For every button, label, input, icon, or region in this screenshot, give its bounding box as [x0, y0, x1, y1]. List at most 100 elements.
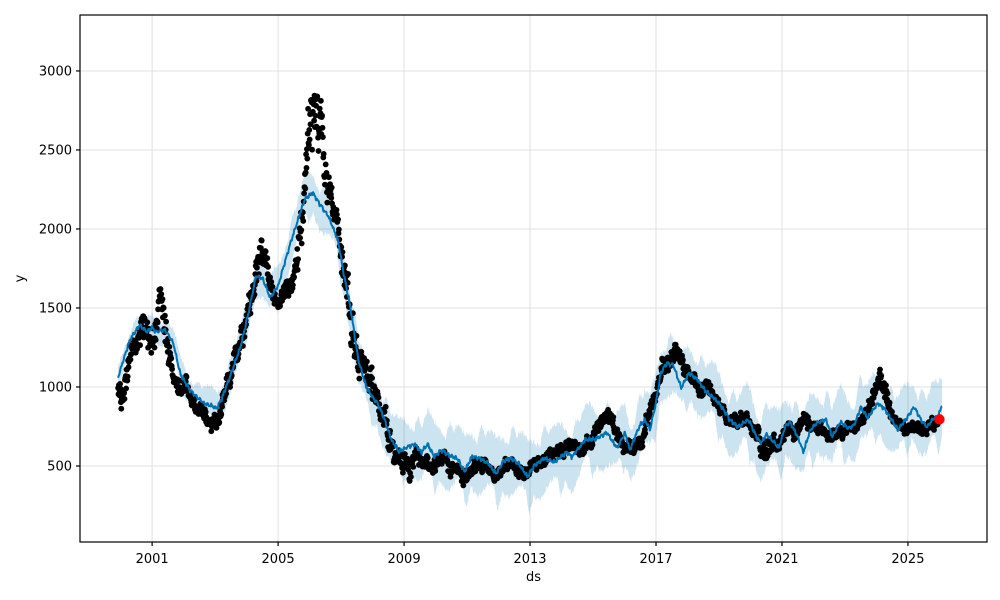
y-axis-label: y	[13, 274, 28, 282]
data-point	[309, 146, 315, 153]
data-point	[368, 364, 375, 371]
grid	[80, 15, 987, 542]
data-point	[298, 240, 305, 247]
data-point	[158, 291, 165, 297]
data-point	[300, 218, 307, 224]
scatter-series	[115, 92, 941, 489]
data-point	[424, 454, 431, 461]
data-point	[125, 364, 132, 371]
x-axis: 2001 2005 2009 2013 2017 2021 2025	[136, 542, 924, 567]
data-point	[362, 363, 369, 369]
x-tick-label: 2025	[891, 552, 924, 567]
data-point	[642, 430, 649, 437]
data-point	[118, 405, 125, 412]
data-point	[269, 283, 276, 290]
x-tick-label: 2017	[639, 552, 672, 567]
data-point	[320, 151, 327, 157]
data-point	[410, 464, 417, 470]
data-point	[319, 112, 325, 119]
data-point	[460, 482, 467, 489]
data-point	[159, 296, 166, 302]
data-point	[878, 372, 885, 379]
x-tick-label: 2013	[513, 552, 546, 567]
data-point	[312, 112, 319, 119]
data-point	[152, 337, 159, 343]
data-point	[319, 124, 326, 131]
data-point	[262, 248, 269, 255]
data-point	[883, 382, 889, 389]
last-observation-dot	[934, 414, 945, 425]
y-tick-label: 500	[47, 459, 72, 474]
data-point	[301, 190, 307, 197]
data-point	[665, 367, 671, 374]
data-point	[128, 351, 135, 357]
data-point	[307, 121, 314, 128]
data-point	[886, 399, 893, 406]
data-point	[315, 148, 322, 154]
data-point	[154, 319, 161, 326]
data-point	[884, 390, 891, 397]
data-point	[680, 357, 686, 363]
data-point	[121, 396, 128, 402]
data-point	[328, 184, 335, 191]
y-tick-label: 1000	[39, 380, 72, 395]
data-point	[323, 170, 330, 176]
data-point	[162, 312, 168, 319]
data-point	[151, 344, 158, 351]
data-point	[314, 93, 321, 100]
data-point	[183, 374, 190, 380]
data-point	[382, 403, 389, 410]
data-point	[305, 105, 311, 112]
data-point	[335, 216, 341, 223]
data-point	[265, 264, 271, 270]
x-tick-label: 2005	[262, 552, 295, 567]
data-point	[364, 358, 370, 365]
data-point	[306, 136, 313, 143]
data-point	[676, 348, 683, 354]
data-point	[121, 390, 127, 396]
data-point	[144, 319, 151, 326]
data-point	[334, 211, 340, 218]
data-point	[375, 394, 382, 401]
data-point	[124, 373, 131, 380]
data-point	[589, 442, 596, 448]
data-point	[302, 185, 309, 192]
data-point	[160, 305, 167, 311]
data-point	[216, 419, 223, 426]
data-point	[336, 226, 342, 233]
data-point	[304, 155, 311, 162]
data-point	[639, 439, 645, 445]
data-point	[923, 431, 930, 438]
data-point	[169, 366, 176, 372]
data-point	[202, 409, 209, 415]
y-tick-label: 1500	[39, 301, 72, 316]
data-point	[306, 142, 312, 149]
data-point	[348, 342, 355, 349]
data-point	[295, 256, 301, 262]
data-point	[254, 264, 260, 271]
data-point	[137, 342, 144, 349]
x-tick-label: 2009	[388, 552, 421, 567]
data-point	[322, 161, 329, 168]
y-tick-label: 2500	[39, 143, 72, 158]
data-point	[127, 356, 134, 363]
data-point	[208, 428, 215, 435]
data-point	[400, 469, 406, 476]
data-point	[148, 349, 155, 356]
data-point	[303, 165, 310, 171]
data-point	[333, 207, 340, 213]
data-point	[737, 409, 744, 416]
data-point	[358, 348, 365, 355]
data-point	[157, 286, 164, 292]
data-point	[707, 382, 714, 389]
data-point	[219, 403, 226, 410]
data-point	[328, 195, 335, 201]
data-point	[316, 105, 323, 112]
data-point	[267, 274, 273, 281]
y-axis: 500 1000 1500 2000 2500 3000	[39, 64, 80, 474]
data-point	[311, 117, 317, 124]
data-point	[877, 366, 883, 373]
data-point	[268, 279, 275, 285]
